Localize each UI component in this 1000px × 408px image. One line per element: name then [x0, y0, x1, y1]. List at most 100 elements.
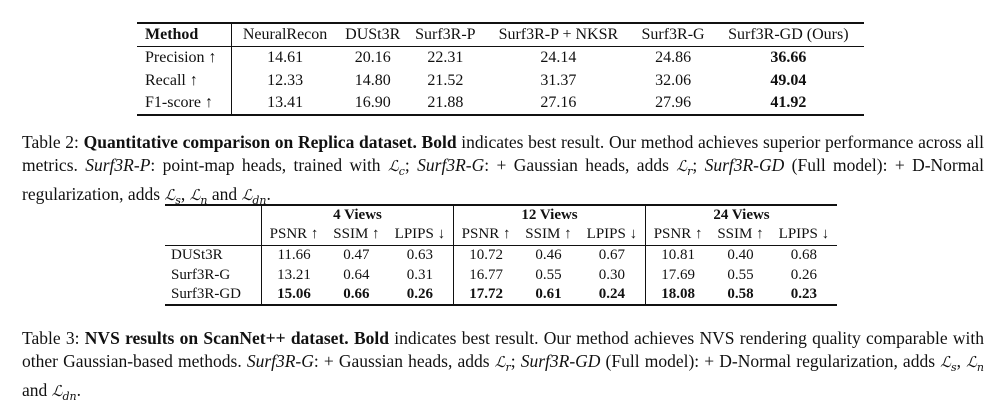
table-3-row-surf3r-g: Surf3R-G 13.21 0.64 0.31 16.77 0.55 0.30… — [165, 265, 837, 285]
table-3-cell: 11.66 — [277, 246, 311, 263]
caption-text: ; — [404, 155, 418, 175]
caption-model-name: Surf3R-GD — [704, 155, 785, 175]
table-3-cell: 0.47 — [343, 246, 370, 263]
table-3-group-row: 4 Views 12 Views 24 Views — [165, 205, 837, 225]
table-2-replica-comparison: Method NeuralRecon DUSt3R Surf3R-P Surf3… — [137, 22, 864, 116]
loss-symbol: ℒn — [189, 186, 208, 207]
table-3-group-12-views: 12 Views — [453, 205, 647, 225]
table-3-cell: 0.67 — [578, 245, 647, 265]
table-3-group-4-views: 4 Views — [261, 205, 455, 225]
table-2-cell: 21.52 — [427, 71, 464, 89]
table-2-cell: 21.88 — [427, 94, 464, 111]
caption-text: (Full model): + D-Normal regularization,… — [22, 155, 984, 204]
loss-symbol: ℒr — [676, 157, 693, 178]
table-3-cell-best: 0.58 — [727, 286, 754, 302]
table-3-metric: PSNR ↑ — [653, 226, 703, 243]
table-2-cell: 22.31 — [427, 48, 464, 66]
table-3-metric: SSIM ↑ — [525, 226, 572, 243]
table-3-cell: 0.31 — [386, 265, 455, 285]
table-2-cell: 12.33 — [267, 71, 304, 89]
table-3-row-label: DUSt3R — [165, 245, 262, 265]
table-2-cell: 20.16 — [354, 48, 391, 66]
table-2-cell: 16.90 — [354, 94, 391, 111]
table-2-cell: 31.37 — [540, 71, 577, 89]
caption-model-name: Surf3R-P — [85, 155, 151, 175]
table-2-header: Surf3R-G — [641, 25, 705, 43]
loss-symbol: ℒc — [387, 157, 405, 178]
table-2-cell-best: 41.92 — [770, 94, 807, 111]
table-3-metric: SSIM ↑ — [333, 226, 380, 243]
table-3-corner — [165, 225, 262, 245]
loss-symbol: ℒs — [940, 353, 956, 374]
table-3-cell: 17.69 — [661, 266, 695, 283]
caption-label: Table 2: — [22, 132, 79, 152]
table-3-cell: 0.30 — [578, 265, 647, 285]
table-3-cell: 0.55 — [727, 266, 754, 283]
table-2-cell-best: 49.04 — [770, 71, 807, 89]
table-3-cell: 0.63 — [386, 245, 455, 265]
loss-subscript: dn — [252, 194, 267, 207]
caption-text: . — [76, 380, 81, 400]
table-2-cell: 32.06 — [655, 71, 692, 89]
table-3-cell: 0.40 — [727, 246, 754, 263]
table-3-metric-row: PSNR ↑ SSIM ↑ LPIPS ↓ PSNR ↑ SSIM ↑ LPIP… — [165, 225, 837, 245]
loss-letter: ℒ — [387, 157, 399, 175]
loss-letter: ℒ — [189, 186, 201, 204]
table-3-corner — [165, 205, 262, 225]
caption-model-name: Surf3R-G — [417, 155, 485, 175]
caption-text: : + Gaussian heads, adds — [484, 155, 677, 175]
table-3-cell: 16.77 — [469, 266, 503, 283]
table-2-row-recall: Recall ↑ 12.33 14.80 21.52 31.37 32.06 4… — [137, 69, 864, 92]
table-2-header: Surf3R-GD (Ours) — [728, 25, 849, 43]
caption-text: , — [956, 351, 967, 371]
table-3-cell: 0.26 — [790, 266, 818, 283]
table-3-cell-best: 18.08 — [661, 286, 695, 302]
loss-subscript: s — [175, 194, 181, 207]
table-3-metric: LPIPS ↓ — [386, 225, 455, 245]
table-3-group-24-views: 24 Views — [713, 207, 770, 223]
loss-letter: ℒ — [164, 186, 176, 204]
table-3-cell-best: 0.24 — [578, 285, 647, 305]
table-2-header-method: Method — [137, 23, 232, 46]
caption-text: indicates best result. Our method achiev… — [22, 132, 985, 175]
table-3-metric: LPIPS ↓ — [778, 226, 830, 243]
table-3-row-label: Surf3R-GD — [165, 285, 262, 305]
loss-symbol: ℒdn — [52, 382, 77, 403]
table-3-cell: 0.64 — [343, 266, 370, 283]
table-2-cell: 27.96 — [655, 94, 692, 111]
loss-subscript: n — [200, 194, 208, 207]
table-3-cell: 10.81 — [661, 246, 695, 263]
table-2-cell: 14.80 — [354, 71, 391, 89]
table-2-cell: 27.16 — [540, 94, 577, 111]
table-3-row-surf3r-gd: Surf3R-GD 15.06 0.66 0.26 17.72 0.61 0.2… — [165, 285, 837, 305]
table-2-row-label: Recall ↑ — [137, 69, 232, 92]
loss-subscript: r — [505, 361, 511, 374]
loss-letter: ℒ — [676, 157, 688, 175]
loss-letter: ℒ — [494, 353, 506, 371]
table-3-cell: 10.72 — [469, 246, 503, 263]
caption-title: Quantitative comparison on Replica datas… — [83, 132, 417, 152]
table-3-metric: LPIPS ↓ — [578, 225, 647, 245]
table-2-cell: 24.86 — [655, 48, 692, 66]
table-3-cell-best: 0.26 — [386, 285, 455, 305]
table-3-row-dust3r: DUSt3R 11.66 0.47 0.63 10.72 0.46 0.67 1… — [165, 245, 837, 265]
table-3-cell: 0.55 — [535, 266, 562, 283]
table-3-cell: 13.21 — [277, 266, 311, 283]
caption-text: ; — [510, 351, 521, 371]
loss-subscript: r — [687, 165, 693, 178]
table-3-metric: PSNR ↑ — [461, 226, 511, 243]
table-2-row-label: Precision ↑ — [137, 46, 232, 69]
caption-text: (Full model): + D-Normal regularization,… — [600, 351, 941, 371]
loss-symbol: ℒs — [164, 186, 181, 207]
caption-bold-word: Bold — [421, 132, 457, 152]
caption-text: and — [22, 380, 52, 400]
loss-symbol: ℒdn — [242, 186, 267, 207]
loss-subscript: c — [398, 165, 405, 178]
caption-title: NVS results on ScanNet++ dataset. — [84, 328, 349, 348]
loss-symbol: ℒr — [494, 353, 511, 374]
caption-model-name: Surf3R-G — [246, 351, 314, 371]
table-3-cell-best: 0.66 — [343, 286, 370, 302]
caption-text: . — [266, 184, 271, 204]
caption-text: ; — [692, 155, 705, 175]
caption-text: , — [180, 184, 190, 204]
